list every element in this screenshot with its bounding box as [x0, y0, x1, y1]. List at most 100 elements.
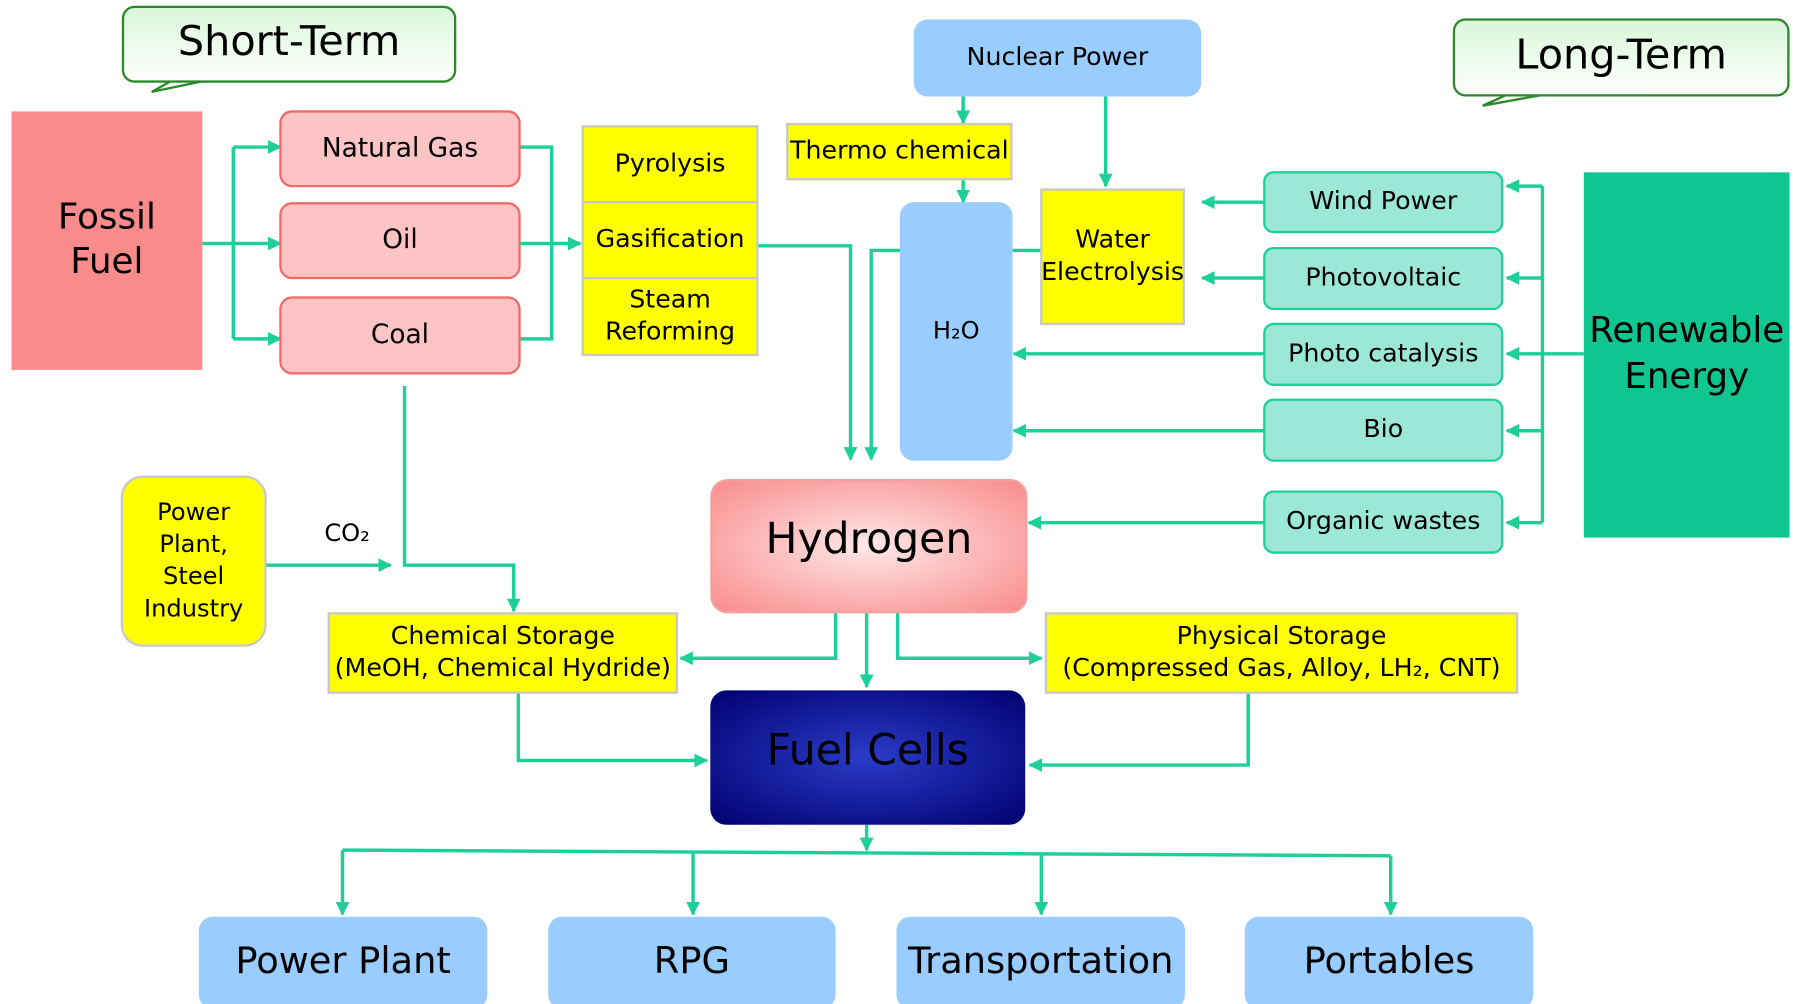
arrow — [757, 244, 858, 461]
node-organic-wastes: Organic wastes — [1263, 490, 1504, 554]
node-label: Electrolysis — [1041, 257, 1184, 286]
node-label: Nuclear Power — [967, 42, 1149, 71]
node-label: Wind Power — [1309, 186, 1458, 215]
node-short-term: Short-Term — [121, 5, 457, 83]
node-box — [581, 276, 759, 357]
node-bio: Bio — [1263, 398, 1504, 462]
node-box — [1583, 172, 1790, 538]
node-label: Energy — [1624, 356, 1749, 397]
node-gasification: Gasification — [581, 201, 759, 280]
arrow — [1028, 692, 1250, 772]
arrow — [679, 612, 838, 666]
node-label: Photo catalysis — [1288, 338, 1478, 367]
node-power-plant: Power Plant — [198, 916, 488, 1004]
node-box — [1044, 612, 1519, 694]
node-label: Power — [157, 498, 230, 526]
node-label: Steam — [629, 284, 711, 313]
node-box — [899, 202, 1013, 461]
node-fuel-cells: Fuel Cells — [710, 690, 1026, 825]
node-transportation: Transportation — [896, 916, 1185, 1004]
arrow — [402, 385, 521, 613]
node-box — [1263, 322, 1504, 386]
edges — [202, 96, 1584, 916]
node-label: Oil — [382, 224, 417, 255]
node-label: H₂O — [933, 316, 980, 344]
node-box — [581, 201, 759, 280]
node-box — [913, 19, 1202, 97]
node-pyrolysis: Pyrolysis — [581, 125, 759, 204]
node-box — [198, 916, 488, 1004]
node-industry: Power Plant, Steel Industry — [120, 475, 267, 647]
node-label: (MeOH, Chemical Hydride) — [335, 653, 671, 682]
node-rpg: RPG — [548, 916, 836, 1004]
node-label: Thermo chemical — [789, 136, 1009, 165]
node-box — [327, 612, 679, 694]
node-hydrogen: Hydrogen — [710, 479, 1028, 614]
node-label: Industry — [144, 594, 243, 622]
node-portables: Portables — [1244, 916, 1534, 1004]
node-label: Water — [1075, 225, 1150, 254]
node-steam-reforming: Steam Reforming — [581, 276, 759, 357]
arrow — [342, 848, 1391, 858]
node-box — [786, 122, 1013, 181]
arrow — [516, 692, 709, 768]
node-label: Physical Storage — [1177, 621, 1387, 650]
node-box — [279, 110, 521, 188]
edge-label: CO₂ — [324, 519, 370, 547]
node-physical-storage: Physical Storage (Compressed Gas, Alloy, … — [1044, 612, 1519, 694]
node-label: Fuel — [70, 241, 143, 282]
arrow — [864, 248, 900, 461]
node-natural-gas: Natural Gas — [279, 110, 521, 188]
node-box — [1263, 490, 1504, 554]
node-label: (Compressed Gas, Alloy, LH₂, CNT) — [1062, 653, 1500, 682]
callout-tail — [1482, 94, 1541, 107]
node-label: Long-Term — [1515, 30, 1727, 78]
node-box — [1263, 171, 1504, 234]
node-nuclear-power: Nuclear Power — [913, 19, 1202, 97]
node-oil: Oil — [279, 202, 521, 280]
node-photovoltaic: Photovoltaic — [1263, 246, 1504, 311]
node-renewable-energy: Renewable Energy — [1583, 172, 1790, 538]
node-label: Photovoltaic — [1305, 263, 1461, 292]
node-label: Portables — [1304, 939, 1475, 982]
node-label: Steel — [163, 562, 224, 590]
node-box — [1244, 916, 1534, 1004]
node-box — [581, 125, 759, 204]
node-label: Natural Gas — [322, 132, 478, 163]
node-label: Plant, — [159, 530, 227, 558]
node-label: Pyrolysis — [615, 148, 726, 177]
node-label: Fossil — [58, 196, 156, 237]
node-label: Coal — [371, 319, 429, 350]
node-label: Bio — [1363, 414, 1403, 443]
node-box — [121, 5, 457, 83]
node-label: Transportation — [907, 939, 1173, 982]
node-thermo-chemical: Thermo chemical — [786, 122, 1013, 181]
node-box — [279, 296, 521, 375]
node-box — [120, 475, 267, 647]
node-box — [1263, 246, 1504, 311]
node-label: Reforming — [605, 317, 735, 346]
node-coal: Coal — [279, 296, 521, 375]
node-h2o: H₂O — [899, 202, 1013, 461]
node-box — [279, 202, 521, 280]
node-box — [548, 916, 836, 1004]
node-label: Fuel Cells — [767, 727, 969, 776]
node-box — [896, 916, 1185, 1004]
node-label: Organic wastes — [1286, 506, 1480, 535]
node-box — [1040, 188, 1185, 326]
node-label: Power Plant — [235, 939, 450, 982]
node-label: RPG — [654, 939, 730, 982]
node-label: Chemical Storage — [391, 621, 615, 650]
node-box — [710, 690, 1026, 825]
node-long-term: Long-Term — [1452, 18, 1790, 97]
node-label: Short-Term — [178, 17, 400, 65]
node-box — [710, 479, 1028, 614]
node-wind-power: Wind Power — [1263, 171, 1504, 234]
node-water-electrolysis: Water Electrolysis — [1040, 188, 1185, 326]
node-box — [1263, 398, 1504, 462]
arrow — [895, 612, 1043, 666]
